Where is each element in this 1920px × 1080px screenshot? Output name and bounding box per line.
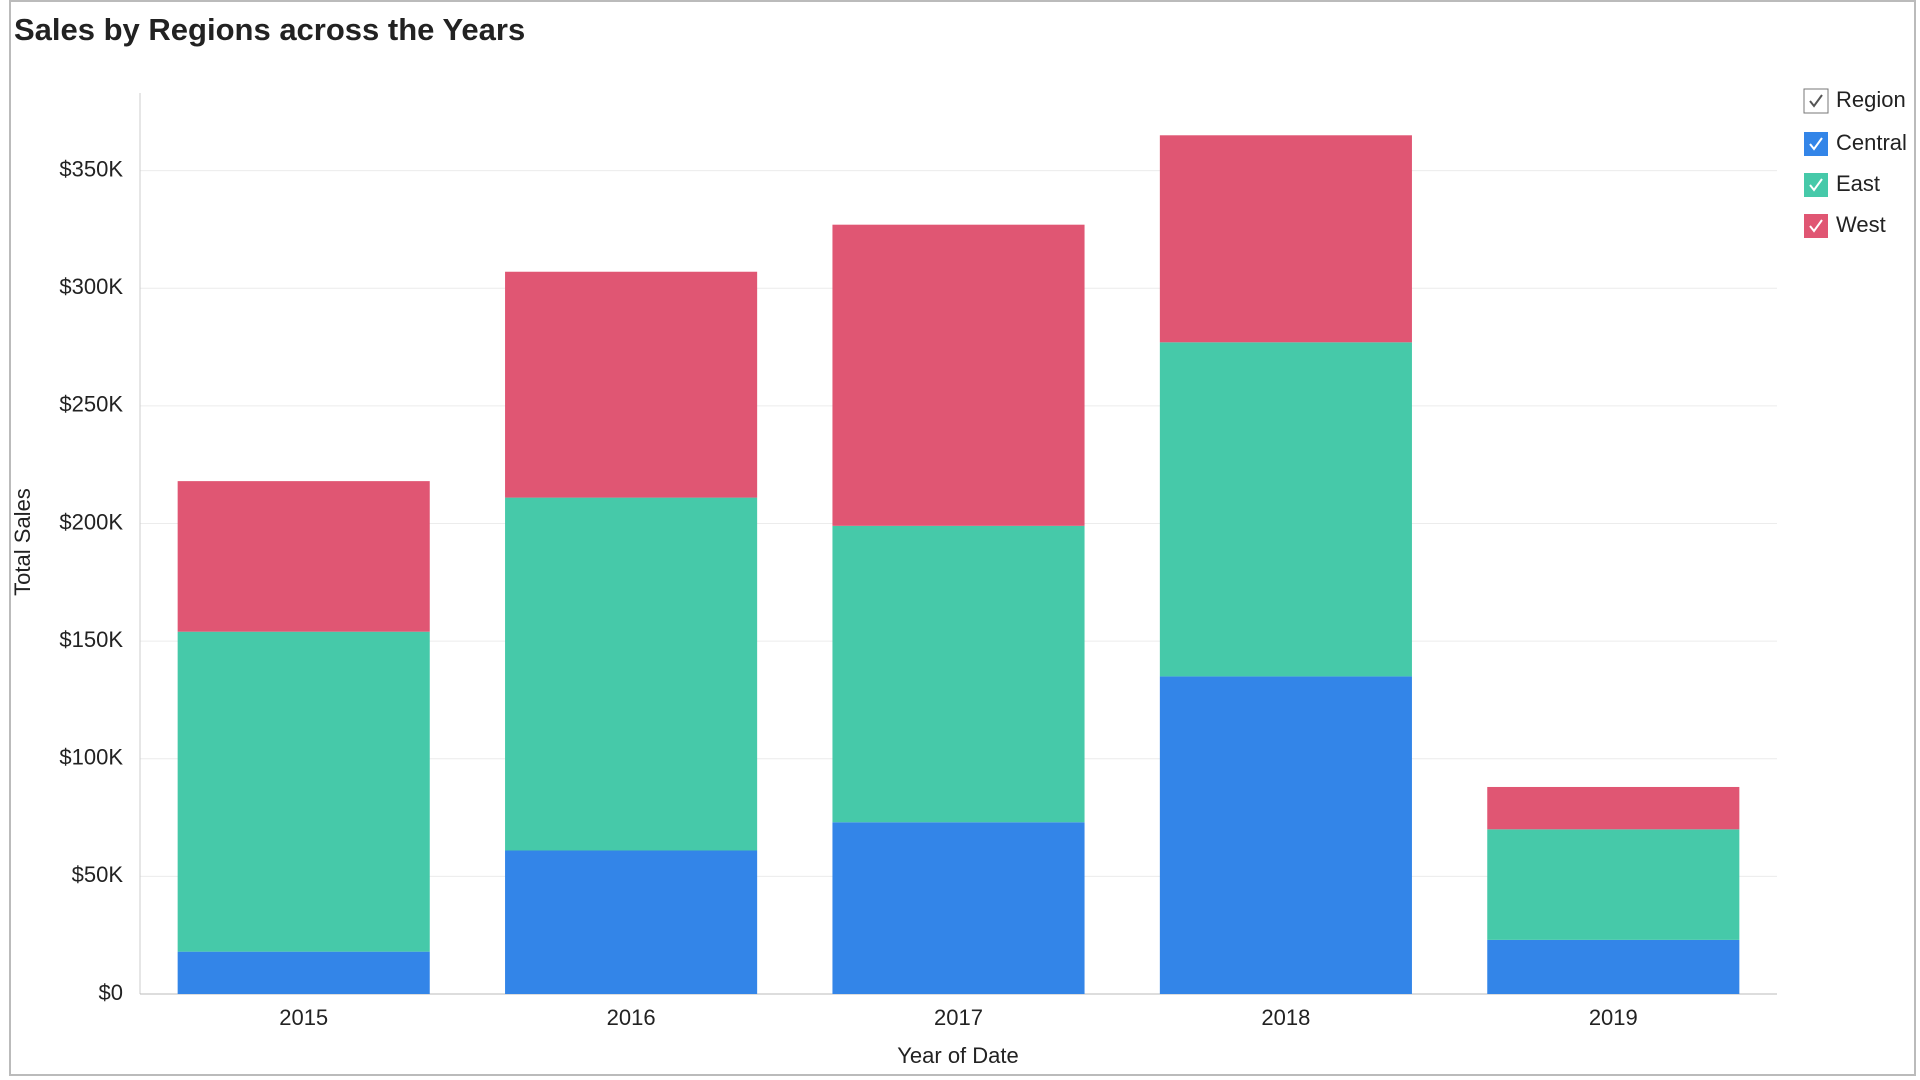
legend: Region Central East West xyxy=(1803,87,1907,238)
bar-segment xyxy=(177,631,430,952)
bar-segment xyxy=(1159,676,1412,994)
legend-checkbox[interactable] xyxy=(1804,132,1828,156)
bar-segment xyxy=(505,271,758,498)
legend-label[interactable]: Central xyxy=(1836,130,1907,155)
y-tick-label: $50K xyxy=(72,862,124,887)
y-axis-label: Total Sales xyxy=(10,488,35,596)
bar-segment xyxy=(1159,135,1412,343)
check-mark xyxy=(1809,219,1823,233)
bar-segment xyxy=(177,951,430,994)
y-tick-label: $250K xyxy=(59,392,123,417)
x-axis-label: Year of Date xyxy=(897,1043,1019,1068)
y-tick-label: $350K xyxy=(59,156,123,181)
y-tick-label: $0 xyxy=(99,980,123,1005)
legend-checkbox[interactable] xyxy=(1804,214,1828,238)
bar-segment xyxy=(505,850,758,994)
y-tick-label: $100K xyxy=(59,745,123,770)
bar-segment xyxy=(1487,786,1740,830)
y-tick-label: $300K xyxy=(59,274,123,299)
legend-title: Region xyxy=(1836,87,1906,112)
check-mark xyxy=(1809,178,1823,192)
y-tick-label: $150K xyxy=(59,627,123,652)
bar-segment xyxy=(1159,342,1412,677)
check-mark xyxy=(1809,94,1823,108)
bar-segment xyxy=(1487,939,1740,994)
check-mark xyxy=(1809,137,1823,151)
x-tick-label: 2019 xyxy=(1589,1005,1638,1030)
x-tick-label: 2016 xyxy=(607,1005,656,1030)
legend-title-checkbox[interactable] xyxy=(1803,88,1829,114)
y-tick-label: $200K xyxy=(59,509,123,534)
x-tick-label: 2017 xyxy=(934,1005,983,1030)
x-tick-label: 2015 xyxy=(279,1005,328,1030)
legend-label[interactable]: East xyxy=(1836,171,1880,196)
chart-title: Sales by Regions across the Years xyxy=(14,12,525,47)
bar-segment xyxy=(505,497,758,851)
bar-segment xyxy=(832,822,1085,994)
x-tick-label: 2018 xyxy=(1261,1005,1310,1030)
bar-segment xyxy=(177,481,430,632)
bar-segment xyxy=(1487,829,1740,940)
legend-checkbox[interactable] xyxy=(1804,173,1828,197)
bar-segment xyxy=(832,525,1085,823)
bar-segment xyxy=(832,224,1085,526)
legend-label[interactable]: West xyxy=(1836,212,1886,237)
